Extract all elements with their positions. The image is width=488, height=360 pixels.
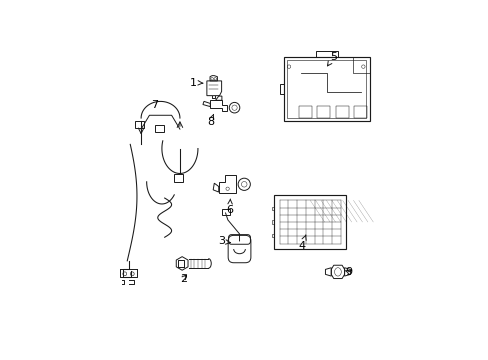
Bar [287, 60, 366, 118]
Bar [271, 207, 274, 210]
Bar [135, 121, 143, 128]
Text: 2: 2 [179, 274, 186, 284]
Bar [155, 125, 163, 132]
Bar [222, 210, 230, 215]
Bar [335, 107, 348, 118]
Bar [298, 107, 311, 118]
Text: 5: 5 [327, 52, 337, 66]
Bar [280, 84, 284, 94]
Text: 3: 3 [218, 237, 230, 246]
Bar [271, 234, 274, 237]
Bar [354, 107, 366, 118]
Text: 8: 8 [206, 114, 214, 127]
Bar [174, 174, 183, 182]
Text: 7: 7 [151, 100, 158, 110]
Text: 4: 4 [298, 235, 305, 251]
Text: 6: 6 [226, 199, 233, 215]
Text: 1: 1 [190, 77, 203, 87]
Bar [317, 107, 329, 118]
Bar [271, 220, 274, 224]
Text: 9: 9 [345, 267, 352, 277]
Bar [315, 51, 337, 57]
Bar [284, 57, 369, 121]
